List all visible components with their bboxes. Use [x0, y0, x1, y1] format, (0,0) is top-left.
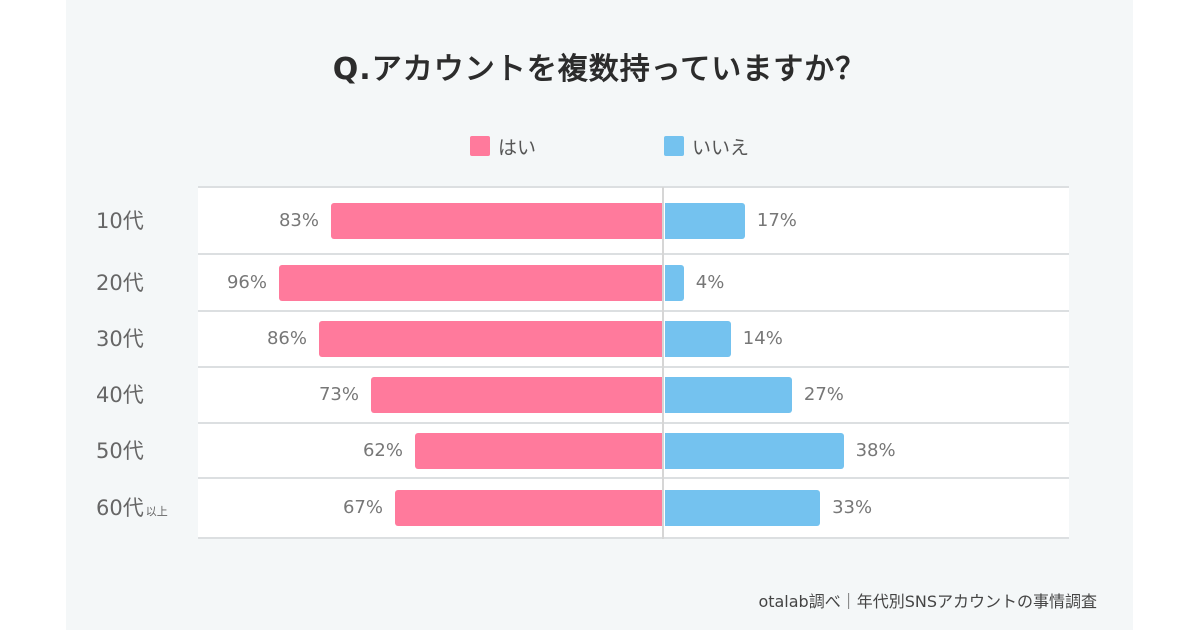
bar-yes	[395, 490, 663, 526]
category-text: 20代	[96, 271, 144, 295]
row-separator	[198, 186, 1069, 188]
legend-swatch-yes	[470, 136, 490, 156]
value-label-yes: 73%	[318, 384, 359, 405]
category-label: 50代	[96, 433, 144, 469]
category-text: 40代	[96, 383, 144, 407]
legend-swatch-no	[664, 136, 684, 156]
category-suffix: 以上	[145, 505, 168, 518]
source-note: otalab調べ｜年代別SNSアカウントの事情調査	[758, 592, 1097, 611]
category-label: 30代	[96, 321, 144, 357]
category-label: 40代	[96, 377, 144, 413]
bar-yes	[279, 265, 663, 301]
legend-label-no: いいえ	[692, 136, 750, 159]
bar-no	[665, 433, 844, 469]
category-text: 50代	[96, 439, 144, 463]
value-label-no: 4%	[695, 272, 725, 293]
value-label-yes: 67%	[342, 497, 383, 518]
row-separator	[198, 537, 1069, 539]
bar-yes	[331, 203, 663, 239]
value-label-no: 14%	[742, 328, 783, 349]
bar-no	[665, 377, 792, 413]
value-label-yes: 86%	[266, 328, 307, 349]
legend-item-no: いいえ	[664, 134, 750, 159]
category-label: 60代 以上	[96, 490, 168, 526]
row-separator	[198, 310, 1069, 312]
row-separator	[198, 253, 1069, 255]
bar-no	[665, 265, 684, 301]
value-label-no: 17%	[756, 210, 797, 231]
value-label-yes: 62%	[362, 440, 403, 461]
value-label-no: 38%	[855, 440, 896, 461]
bar-no	[665, 490, 821, 526]
value-label-yes: 83%	[278, 210, 319, 231]
row-separator	[198, 422, 1069, 424]
center-axis-line	[662, 187, 664, 539]
value-label-yes: 96%	[226, 272, 267, 293]
category-text: 60代	[96, 496, 144, 520]
bar-yes	[371, 377, 663, 413]
category-text: 30代	[96, 327, 144, 351]
chart-title: Q.アカウントを複数持っていますか？	[332, 52, 867, 87]
bar-yes	[319, 321, 663, 357]
category-label: 10代	[96, 203, 144, 239]
legend-label-yes: はい	[498, 136, 537, 159]
category-label: 20代	[96, 265, 144, 301]
value-label-no: 27%	[803, 384, 844, 405]
value-label-no: 33%	[832, 497, 873, 518]
row-separator	[198, 366, 1069, 368]
bar-no	[665, 203, 745, 239]
legend-item-yes: はい	[470, 134, 537, 159]
plot-area	[198, 187, 1069, 539]
category-text: 10代	[96, 209, 144, 233]
bar-yes	[415, 433, 663, 469]
bar-no	[665, 321, 731, 357]
row-separator	[198, 477, 1069, 479]
